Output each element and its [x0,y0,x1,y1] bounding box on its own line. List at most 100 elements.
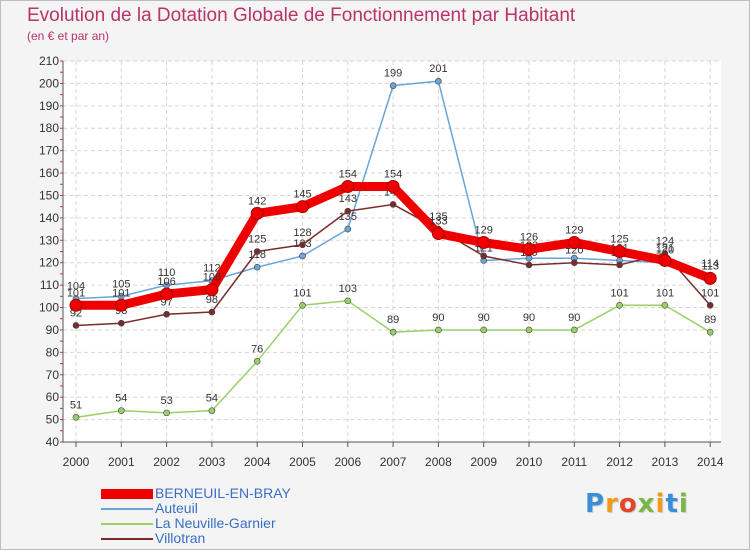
data-point [525,326,533,334]
data-point [658,253,672,267]
legend-item: Auteuil [101,501,291,516]
data-label: 129 [475,225,493,237]
data-point [477,236,491,250]
chart-legend: BERNEUIL-EN-BRAY Auteuil La Neuville-Garni… [101,486,291,546]
data-label: 101 [701,287,719,299]
logo-letter: P [585,489,606,519]
data-point [389,328,397,336]
legend-label: Villotran [155,530,206,546]
data-point [253,358,261,365]
data-label: 90 [432,312,444,324]
y-tick-label: 80 [46,345,60,359]
data-point [72,322,80,329]
data-point [613,245,627,258]
x-tick-label: 2005 [289,455,316,469]
data-label: 51 [70,399,82,411]
data-point [163,409,170,417]
data-label: 135 [429,211,447,223]
data-point [118,407,125,414]
legend-swatch [101,507,153,510]
y-tick-label: 90 [46,323,60,337]
data-point [616,261,623,269]
data-label: 105 [112,278,130,290]
x-tick-label: 2008 [425,455,452,469]
data-point [114,298,128,312]
legend-item: La Neuville-Garnier [101,516,291,531]
data-label: 53 [160,395,172,407]
data-label: 121 [656,242,674,254]
y-tick-label: 130 [39,233,59,247]
y-tick-label: 60 [46,390,60,404]
data-label: 143 [339,193,357,205]
data-point [118,319,125,327]
data-label: 54 [206,393,218,405]
data-label: 76 [251,343,263,355]
data-point [341,180,355,194]
x-tick-label: 2012 [606,455,633,469]
logo-letter: t [665,489,679,519]
data-label: 106 [157,276,175,288]
data-label: 113 [701,260,719,272]
data-point [389,82,397,89]
x-tick-label: 2011 [561,455,587,469]
data-label: 133 [429,216,447,228]
data-point [480,326,488,334]
x-tick-label: 2010 [516,455,543,469]
data-point [208,308,216,316]
legend-swatch [101,537,153,540]
data-point [253,263,261,271]
x-tick-label: 2003 [199,455,226,469]
proxiti-logo: Proxiti [585,489,689,519]
data-point [435,77,442,85]
data-point [706,328,714,336]
data-point [389,201,397,208]
y-tick-label: 100 [39,301,59,315]
series-berneuil-en-bray: 101 101 106 108 142 145 154 154 133 129 126 129 125 1… [67,169,719,312]
data-point [344,225,352,233]
data-label: 199 [384,68,402,80]
data-point [344,207,352,215]
data-point [72,414,80,421]
data-label: 124 [656,236,674,248]
data-label: 90 [478,312,490,324]
data-point [522,242,536,256]
data-label: 101 [67,287,85,299]
x-tick-label: 2002 [153,455,180,469]
x-tick-label: 2013 [652,455,679,469]
legend-item: Villotran [101,531,291,546]
logo-letter: i [678,489,689,519]
data-point [703,271,717,285]
y-tick-label: 150 [39,188,59,202]
legend-swatch [101,522,153,525]
logo-letter: r [605,489,619,519]
chart-subtitle: (en € et par an) [27,29,110,43]
data-point [253,248,261,255]
data-point [205,283,219,297]
data-point [250,206,264,220]
legend-swatch [101,488,153,499]
y-tick-label: 40 [46,435,60,449]
data-label: 98 [206,294,218,306]
data-label: 114 [701,258,719,270]
data-point [706,301,714,309]
data-point [299,301,306,309]
x-tick-label: 2009 [470,455,497,469]
data-label: 89 [704,314,716,326]
data-point [616,301,623,309]
y-tick-label: 200 [39,76,59,90]
data-label: 129 [565,225,583,237]
logo-letter: x [637,489,656,519]
data-point [480,252,488,260]
data-point [69,298,83,312]
y-tick-label: 210 [39,54,59,68]
y-tick-label: 110 [40,278,59,292]
data-label: 101 [293,287,311,299]
data-label: 154 [384,169,402,181]
data-point [163,310,170,318]
data-label: 145 [293,189,311,201]
data-label: 110 [158,267,176,279]
data-label: 101 [112,287,130,299]
x-tick-label: 2000 [63,455,90,469]
data-point [344,297,352,305]
